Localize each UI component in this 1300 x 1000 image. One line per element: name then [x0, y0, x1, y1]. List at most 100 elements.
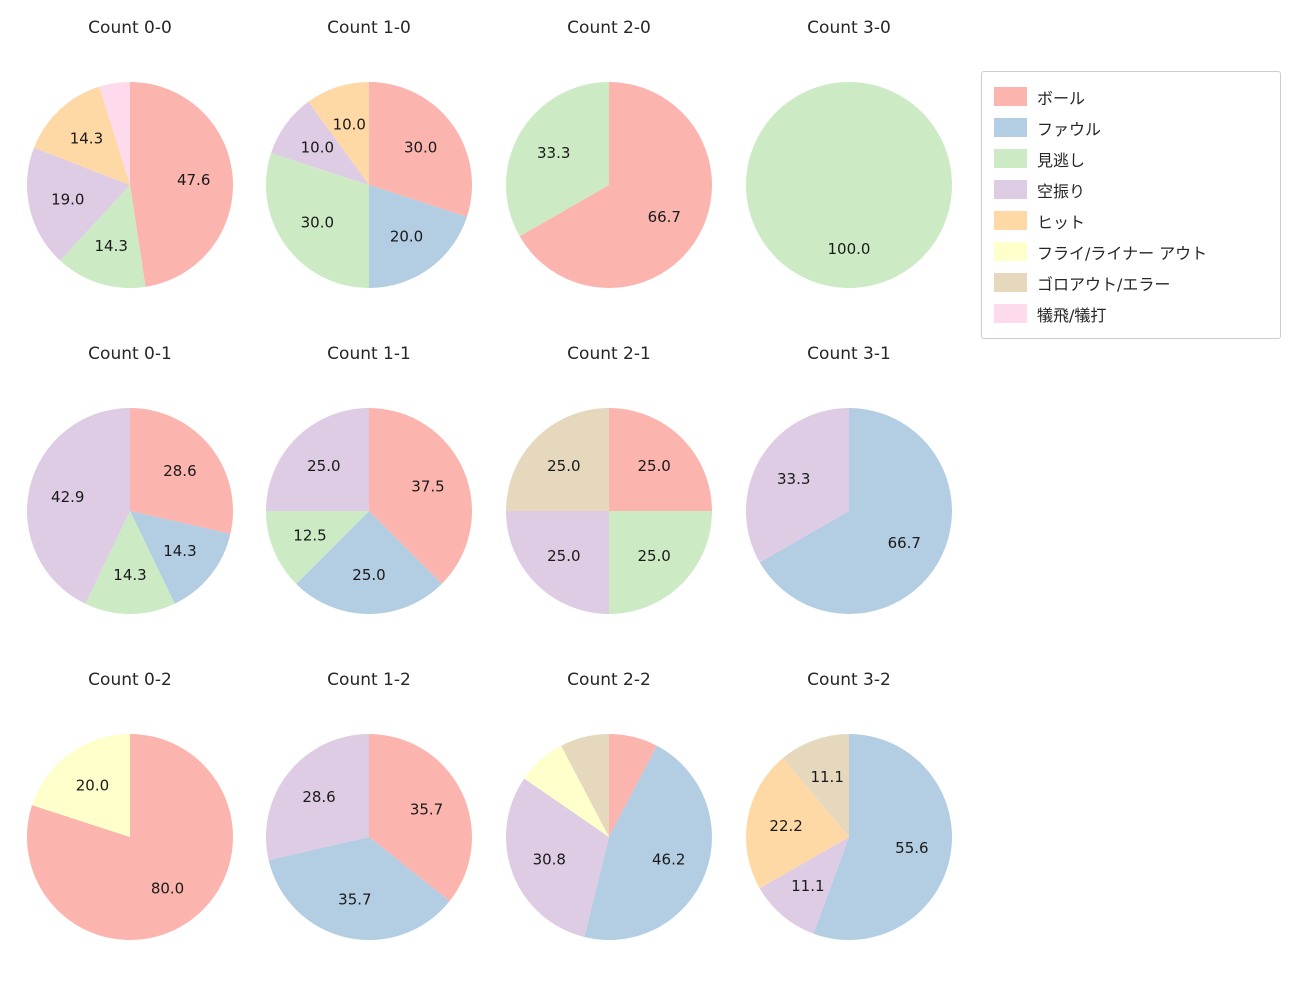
legend-color-swatch — [994, 180, 1027, 199]
pie-slice — [759, 837, 849, 934]
chart-title: Count 0-2 — [88, 670, 172, 690]
legend-label: 空振り — [1037, 181, 1086, 201]
pie-svg: 66.7 33.3 — [506, 82, 713, 288]
chart-title: Count 2-1 — [567, 344, 651, 364]
pie-slice — [130, 82, 233, 287]
pie-slice — [584, 745, 713, 941]
slice-value-label: 14.3 — [163, 542, 196, 560]
pie-slice — [265, 734, 369, 861]
chart-title: Count 3-2 — [807, 670, 891, 690]
pie-chart-count-0-1: Count 0-1 28.6 14.3 14.3 42.9 — [10, 342, 250, 616]
pie-chart-count-0-0: Count 0-0 47.6 14.3 19.0 14.3 — [10, 16, 250, 290]
pie-slice — [268, 837, 450, 941]
legend-label: 見逃し — [1037, 150, 1086, 170]
pie-slice — [759, 408, 953, 614]
legend-color-swatch — [994, 273, 1027, 292]
pie-chart-count-3-0: Count 3-0 100.0 — [729, 16, 969, 290]
slice-value-label: 25.0 — [637, 547, 670, 565]
pie-slice — [34, 86, 130, 185]
slice-value-label: 100.0 — [828, 240, 871, 258]
slice-value-label: 30.0 — [301, 214, 334, 232]
pie-slice — [746, 82, 952, 288]
pie-slice — [369, 82, 473, 217]
legend-item: フライ/ライナー アウト — [994, 236, 1268, 267]
chart-title: Count 1-0 — [327, 18, 411, 38]
pie-chart-count-2-2: Count 2-2 46.2 30.8 — [489, 668, 729, 942]
pie-slice — [561, 734, 609, 837]
pie-slice — [506, 82, 609, 237]
slice-value-label: 35.7 — [410, 800, 443, 818]
pie-slice — [506, 408, 609, 511]
pie-svg: 66.7 33.3 — [746, 408, 953, 614]
slice-value-label: 11.1 — [810, 768, 843, 786]
legend-color-swatch — [994, 149, 1027, 168]
slice-value-label: 47.6 — [177, 171, 210, 189]
legend-color-swatch — [994, 242, 1027, 261]
slice-value-label: 35.7 — [338, 890, 371, 908]
slice-value-label: 28.6 — [163, 462, 196, 480]
chart-title: Count 3-1 — [807, 344, 891, 364]
slice-value-label: 25.0 — [637, 457, 670, 475]
legend-label: ヒット — [1037, 212, 1086, 232]
legend-color-swatch — [994, 87, 1027, 106]
slice-value-label: 25.0 — [352, 566, 385, 584]
pie-slice — [271, 101, 369, 185]
pie-svg: 46.2 30.8 — [505, 734, 713, 941]
legend-item: ファウル — [994, 112, 1268, 143]
slice-value-label: 66.7 — [888, 534, 921, 552]
slice-value-label: 25.0 — [547, 547, 580, 565]
pie-slice — [26, 408, 130, 604]
pie-chart-count-3-2: Count 3-2 55.6 11.1 22.2 11.1 — [729, 668, 969, 942]
pie-slice — [782, 734, 849, 837]
legend-color-swatch — [994, 211, 1027, 230]
chart-title: Count 2-2 — [567, 670, 651, 690]
slice-value-label: 14.3 — [113, 566, 146, 584]
legend-label: ゴロアウト/エラー — [1037, 274, 1171, 294]
pie-chart-count-1-0: Count 1-0 30.0 20.0 30.0 10.0 10.0 — [249, 16, 489, 290]
pie-slice — [99, 82, 130, 185]
pie-slice — [27, 147, 130, 261]
slice-value-label: 33.3 — [537, 144, 570, 162]
pie-chart-count-0-2: Count 0-2 80.0 20.0 — [10, 668, 250, 942]
legend-color-swatch — [994, 118, 1027, 137]
pie-slice — [369, 185, 467, 288]
legend-item: 犠飛/犠打 — [994, 298, 1268, 329]
slice-value-label: 80.0 — [151, 880, 184, 898]
slice-value-label: 46.2 — [652, 851, 685, 869]
pie-slice — [369, 408, 472, 584]
chart-title: Count 0-1 — [88, 344, 172, 364]
slice-value-label: 30.0 — [404, 138, 437, 156]
slice-value-label: 33.3 — [777, 470, 810, 488]
slice-value-label: 11.1 — [791, 877, 824, 895]
slice-value-label: 14.3 — [70, 129, 103, 147]
legend-item: ボール — [994, 81, 1268, 112]
legend-label: ファウル — [1037, 119, 1102, 139]
slice-value-label: 37.5 — [411, 478, 444, 496]
legend-label: フライ/ライナー アウト — [1037, 243, 1208, 263]
pie-slice — [519, 82, 713, 288]
legend-item: ゴロアウト/エラー — [994, 267, 1268, 298]
pie-slice — [505, 778, 609, 938]
pie-chart-count-1-1: Count 1-1 37.5 25.0 12.5 25.0 — [249, 342, 489, 616]
pie-slice — [609, 408, 712, 511]
pie-svg: 30.0 20.0 30.0 10.0 10.0 — [265, 82, 473, 288]
pie-slice — [308, 82, 369, 185]
pie-slice — [59, 185, 146, 288]
pie-slice — [746, 408, 849, 563]
slice-value-label: 14.3 — [95, 237, 128, 255]
slice-value-label: 22.2 — [769, 817, 802, 835]
slice-value-label: 42.9 — [51, 488, 84, 506]
pie-chart-count-2-1: Count 2-1 25.0 25.0 25.0 25.0 — [489, 342, 729, 616]
legend-color-swatch — [994, 304, 1027, 323]
slice-value-label: 25.0 — [547, 457, 580, 475]
pie-slice — [32, 734, 130, 837]
chart-legend: ボール ファウル 見逃し 空振り ヒット — [981, 71, 1281, 339]
legend-label: 犠飛/犠打 — [1037, 305, 1107, 325]
pie-svg: 55.6 11.1 22.2 11.1 — [746, 734, 952, 940]
legend-item: 見逃し — [994, 143, 1268, 174]
pie-slice — [130, 511, 231, 604]
pie-svg: 80.0 20.0 — [26, 734, 233, 940]
pie-svg: 35.7 35.7 28.6 — [265, 734, 473, 941]
pie-slice — [609, 511, 712, 614]
